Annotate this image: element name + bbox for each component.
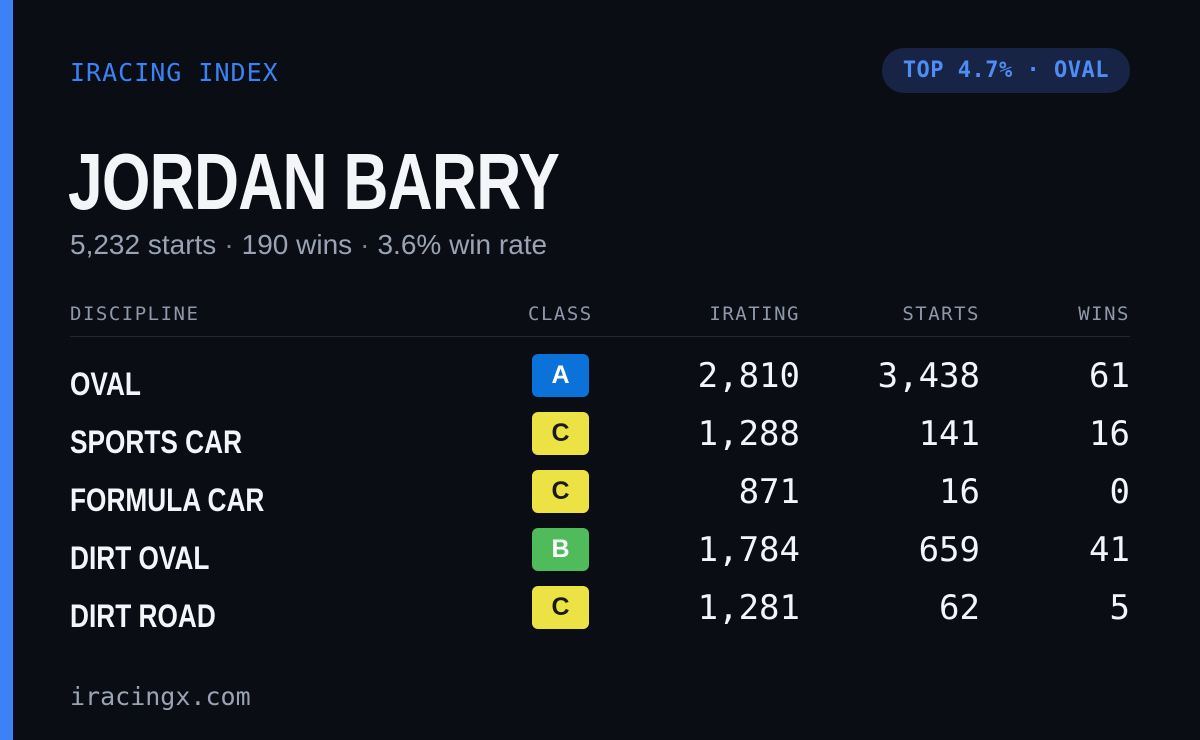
irating-value: 1,281 (697, 588, 800, 628)
table-header: DISCIPLINE CLASS IRATING STARTS WINS (70, 300, 1130, 328)
irating-value: 871 (738, 472, 800, 512)
summary-separator: · (224, 229, 234, 260)
discipline-name: FORMULA CAR (70, 482, 265, 518)
footer-site: iracingx.com (70, 682, 251, 711)
wins-value: 41 (1089, 530, 1130, 570)
discipline-name: OVAL (70, 366, 141, 402)
irating-value: 1,288 (697, 414, 800, 454)
discipline-table: OVAL A 2,810 3,438 61 SPORTS CAR C 1,288… (70, 350, 1130, 640)
driver-summary: 5,232 starts · 190 wins · 3.6% win rate (70, 228, 547, 262)
header-discipline: DISCIPLINE (70, 303, 200, 325)
class-badge: A (532, 354, 589, 397)
starts-value: 62 (939, 588, 980, 628)
wins-value: 5 (1109, 588, 1130, 628)
starts-value: 16 (939, 472, 980, 512)
header-wins: WINS (1078, 303, 1130, 325)
driver-name: JORDAN BARRY (68, 137, 560, 226)
class-badge: C (532, 470, 589, 513)
class-badge: C (532, 412, 589, 455)
table-row: FORMULA CAR C 871 16 0 (70, 466, 1130, 524)
starts-value: 659 (918, 530, 980, 570)
class-badge: B (532, 528, 589, 571)
summary-starts: 5,232 starts (70, 229, 217, 260)
discipline-name: DIRT ROAD (70, 598, 216, 634)
header-divider (70, 336, 1130, 337)
table-row: SPORTS CAR C 1,288 141 16 (70, 408, 1130, 466)
header-class: CLASS (528, 303, 593, 325)
wins-value: 0 (1109, 472, 1130, 512)
accent-bar (0, 0, 13, 740)
class-badge: C (532, 586, 589, 629)
summary-win-rate: 3.6% win rate (377, 229, 548, 260)
header-irating: IRATING (709, 303, 800, 325)
wins-value: 16 (1089, 414, 1130, 454)
table-row: DIRT ROAD C 1,281 62 5 (70, 582, 1130, 640)
discipline-name: DIRT OVAL (70, 540, 210, 576)
wins-value: 61 (1089, 356, 1130, 396)
percentile-badge: TOP 4.7% · OVAL (881, 48, 1130, 93)
table-row: OVAL A 2,810 3,438 61 (70, 350, 1130, 408)
irating-value: 1,784 (697, 530, 800, 570)
brand-title: IRACING INDEX (70, 58, 279, 87)
header-starts: STARTS (902, 303, 980, 325)
table-row: DIRT OVAL B 1,784 659 41 (70, 524, 1130, 582)
summary-wins: 190 wins (241, 229, 353, 260)
discipline-name: SPORTS CAR (70, 424, 243, 460)
starts-value: 141 (918, 414, 980, 454)
irating-value: 2,810 (697, 356, 800, 396)
summary-separator: · (360, 229, 370, 260)
starts-value: 3,438 (877, 356, 980, 396)
